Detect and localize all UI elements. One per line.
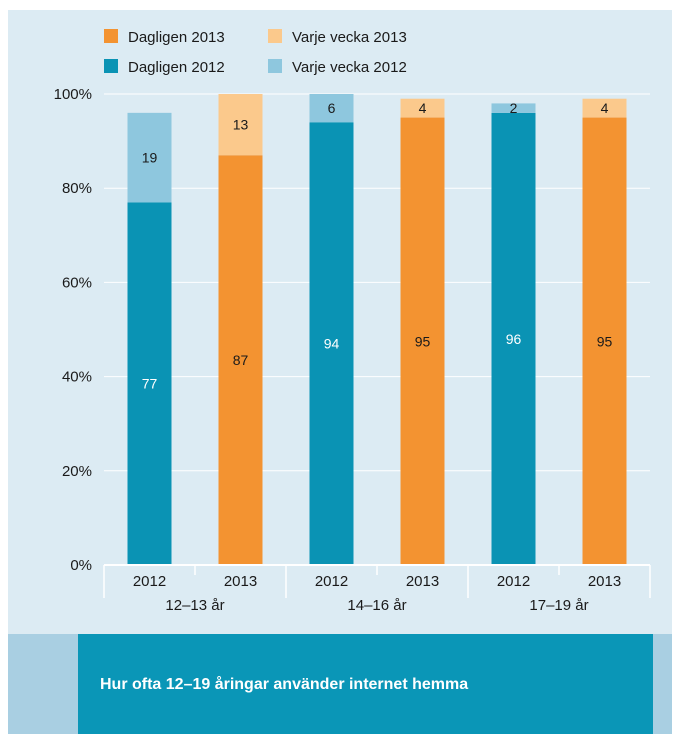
y-tick-label: 40% — [62, 369, 92, 386]
y-tick-label: 20% — [62, 463, 92, 480]
group-label: 14–16 år — [347, 597, 406, 614]
bar-segment — [309, 94, 354, 123]
x-tick-label: 2012 — [497, 573, 530, 590]
data-label: 2 — [510, 100, 518, 116]
group-label: 17–19 år — [529, 597, 588, 614]
bar-segment — [400, 117, 445, 566]
data-label: 94 — [324, 336, 340, 352]
bar-segment — [127, 202, 172, 565]
data-label: 77 — [142, 376, 158, 392]
legend-swatch — [268, 59, 282, 73]
data-label: 95 — [415, 333, 431, 349]
bar-segment — [582, 98, 627, 118]
data-label: 87 — [233, 352, 249, 368]
bar-segment — [491, 112, 536, 565]
x-tick-label: 2012 — [133, 573, 166, 590]
data-label: 96 — [506, 331, 522, 347]
legend-swatch — [104, 59, 118, 73]
x-tick-label: 2013 — [224, 573, 257, 590]
bar-segment — [491, 103, 536, 113]
data-label: 4 — [601, 100, 609, 116]
bar-segment — [309, 122, 354, 565]
y-tick-label: 60% — [62, 274, 92, 291]
legend-label: Varje vecka 2013 — [292, 29, 407, 46]
legend-label: Dagligen 2013 — [128, 29, 225, 46]
bar-segment — [218, 94, 263, 156]
caption-box: Hur ofta 12–19 åringar använder internet… — [78, 634, 653, 734]
bar-segment — [400, 98, 445, 118]
legend-label: Varje vecka 2012 — [292, 59, 407, 76]
x-tick-label: 2013 — [588, 573, 621, 590]
data-label: 19 — [142, 150, 158, 166]
data-label: 13 — [233, 117, 249, 133]
data-label: 6 — [328, 100, 336, 116]
y-tick-label: 100% — [54, 86, 92, 103]
bar-segment — [218, 155, 263, 566]
x-tick-label: 2013 — [406, 573, 439, 590]
y-tick-label: 80% — [62, 180, 92, 197]
y-tick-label: 0% — [70, 557, 92, 574]
legend-label: Dagligen 2012 — [128, 59, 225, 76]
data-label: 95 — [597, 333, 613, 349]
bar-segment — [582, 117, 627, 566]
chart-title: Hur ofta 12–19 åringar använder internet… — [100, 676, 469, 693]
x-tick-label: 2012 — [315, 573, 348, 590]
legend-swatch — [268, 29, 282, 43]
bar-segment — [127, 112, 172, 203]
group-label: 12–13 år — [165, 597, 224, 614]
data-label: 4 — [419, 100, 427, 116]
legend-swatch — [104, 29, 118, 43]
stacked-bar-chart: 0% 20% 40% 60% 80% 100% 77 19 2012 87 13 2013 94 6 201… — [54, 29, 651, 614]
